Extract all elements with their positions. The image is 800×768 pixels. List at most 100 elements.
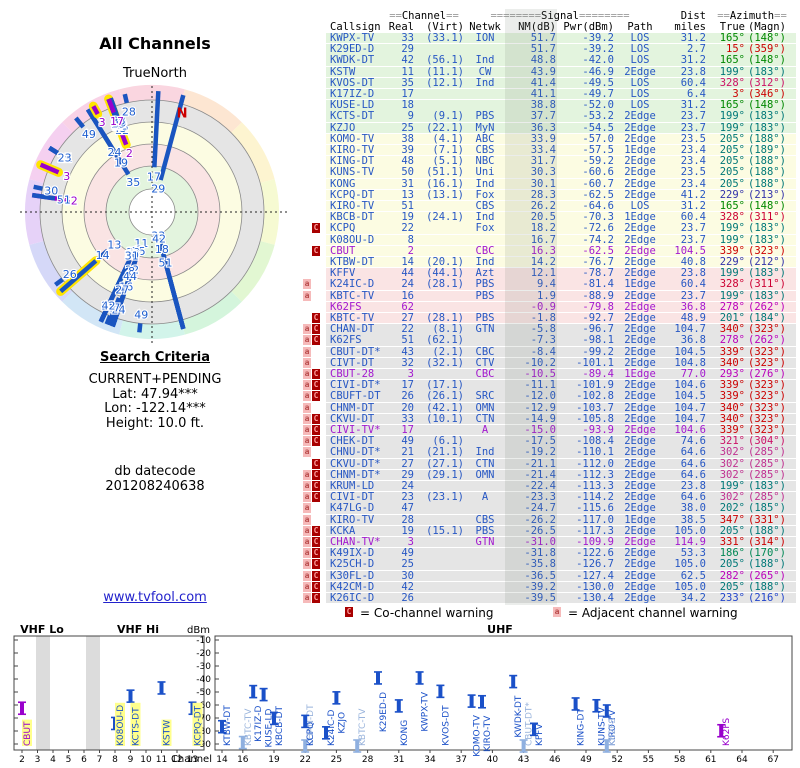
- channel-axis-title: Channel: [171, 754, 212, 765]
- dbm-tick-label: -40: [196, 675, 211, 685]
- radar-channel-label: 20: [112, 117, 126, 130]
- cell-real-channel: 2: [407, 244, 414, 257]
- cell-callsign: CBUFT-DT: [330, 390, 381, 403]
- cell-network: ABC: [475, 132, 495, 145]
- cell-nm-db: -10.5: [524, 368, 556, 380]
- cell-azimuth-true: 199°: [719, 289, 745, 302]
- dbm-tick-label: -90: [196, 740, 211, 750]
- cell-azimuth-magnetic: (188°): [748, 132, 786, 145]
- cell-azimuth-true: 205°: [719, 144, 745, 156]
- cell-dist-miles: 104.6: [674, 379, 706, 392]
- tvfool-link[interactable]: www.tvfool.com: [103, 590, 207, 605]
- cell-callsign: CHEK-DT: [330, 435, 375, 448]
- cell-azimuth-magnetic: (323°): [748, 390, 786, 403]
- channel-tick-label: 9: [128, 755, 134, 765]
- row-background: [326, 380, 796, 391]
- radar-channel-label: 47: [106, 301, 120, 314]
- signal-label: KIRO-TV: [483, 715, 493, 752]
- adjacent-warning-marker: a: [303, 413, 311, 424]
- cell-callsign: KSTW: [330, 65, 356, 78]
- radar-bar: [54, 277, 64, 287]
- cell-azimuth-magnetic: (188°): [748, 558, 786, 571]
- cell-azimuth-true: 199°: [719, 222, 745, 235]
- radar-channel-label: 24: [111, 303, 125, 316]
- adjacent-warning-marker: a: [303, 279, 311, 290]
- cell-azimuth-true: 278°: [719, 334, 745, 347]
- row-background: [326, 66, 796, 77]
- cell-nm-db: -31.0: [524, 536, 556, 548]
- cell-dist-miles: 104.5: [674, 390, 706, 403]
- cell-azimuth-true: 340°: [719, 412, 745, 425]
- signal-label: KBCB-DT: [275, 705, 285, 746]
- cell-network: CTN: [475, 457, 495, 470]
- col-header-virt: (Virt): [426, 21, 464, 33]
- cell-real-channel: 13: [401, 188, 414, 201]
- cell-dist-miles: 60.4: [680, 211, 706, 224]
- cell-path: 1Edge: [624, 368, 656, 380]
- row-background: [326, 313, 796, 324]
- cell-dist-miles: 105.0: [674, 558, 706, 571]
- cell-path: 2Edge: [624, 547, 656, 560]
- antenna-height: Height: 10.0 ft.: [105, 415, 205, 431]
- cell-callsign: K25CH-D: [330, 558, 375, 571]
- channel-tick-label: 52: [611, 755, 622, 765]
- co-channel-warning-marker: C: [312, 413, 320, 424]
- co-channel-warning-marker: C: [312, 492, 320, 503]
- adjacent-warning-marker: a: [303, 447, 311, 458]
- cell-dist-miles: 74.6: [680, 435, 706, 448]
- radar-channel-label: 50: [125, 249, 139, 262]
- cell-callsign: CHAN-DT: [330, 323, 375, 336]
- signal-level-chart: VHF Lo VHF Hi UHF dBm-10 -20 -30 -40 -50 -60 -70 -…: [13, 625, 793, 765]
- radar-channel-label: 26: [63, 268, 77, 281]
- cell-real-channel: 24: [401, 480, 414, 492]
- cell-pwr-dbm: -96.7: [582, 323, 614, 336]
- cell-dist-miles: 36.8: [680, 300, 706, 313]
- cell-path: 2Edge: [624, 177, 656, 190]
- cell-callsign: KBTC-TV: [330, 312, 375, 324]
- radar-channel-label: 42: [152, 232, 166, 245]
- cell-azimuth-magnetic: (311°): [748, 278, 786, 291]
- cell-virtual-channel: (44.1): [426, 267, 464, 280]
- cell-real-channel: 17: [401, 379, 414, 392]
- radar-channel-label: 62: [64, 195, 78, 208]
- cell-azimuth-magnetic: (148°): [748, 200, 786, 212]
- radar-channel-label: 39: [126, 246, 140, 259]
- cell-dist-miles: 114.9: [674, 536, 706, 548]
- cell-pwr-dbm: -78.7: [582, 267, 614, 280]
- cell-dist-miles: 104.7: [674, 412, 706, 425]
- radar-rim-sector: [231, 240, 275, 302]
- cell-path: LOS: [630, 99, 650, 112]
- cell-pwr-dbm: -54.5: [582, 121, 614, 134]
- co-channel-warning-marker: C: [312, 369, 320, 379]
- cell-nm-db: -15.0: [524, 424, 556, 436]
- cell-callsign: KING-DT: [330, 155, 375, 168]
- adjacent-warning-marker: a: [303, 481, 311, 491]
- cell-dist-miles: 23.4: [680, 177, 706, 190]
- channel-tick-label: 22: [299, 755, 310, 765]
- cell-pwr-dbm: -89.4: [582, 368, 614, 380]
- cell-dist-miles: 105.0: [674, 524, 706, 537]
- cell-pwr-dbm: -49.5: [582, 76, 614, 89]
- cell-callsign: CBUT-DT*: [330, 345, 381, 358]
- cell-azimuth-true: 339°: [719, 244, 745, 257]
- cell-azimuth-true: 205°: [719, 524, 745, 537]
- cell-path: LOS: [630, 76, 650, 89]
- cell-virtual-channel: (42.1): [426, 401, 464, 414]
- cell-nm-db: -39.2: [524, 580, 556, 593]
- signal-marker: KBCB-DT: [270, 705, 285, 746]
- cell-path: 2Edge: [624, 435, 656, 448]
- signal-label-highlight: [22, 719, 32, 746]
- cell-azimuth-true: 302°: [719, 468, 745, 481]
- cell-pwr-dbm: -88.9: [582, 289, 614, 302]
- cell-azimuth-true: 199°: [719, 233, 745, 246]
- cell-callsign: K30FL-D: [330, 569, 375, 582]
- col-header-pwr: Pwr(dBm): [563, 21, 614, 33]
- cell-callsign: CIVT-DT: [330, 356, 375, 369]
- channel-tick-label: 7: [97, 755, 103, 765]
- cell-azimuth-magnetic: (183°): [748, 233, 786, 246]
- cell-nm-db: 51.7: [530, 43, 556, 56]
- cell-dist-miles: 23.7: [680, 121, 706, 134]
- cell-callsign: KCPQ-DT: [330, 188, 375, 201]
- cell-real-channel: 19: [401, 211, 414, 224]
